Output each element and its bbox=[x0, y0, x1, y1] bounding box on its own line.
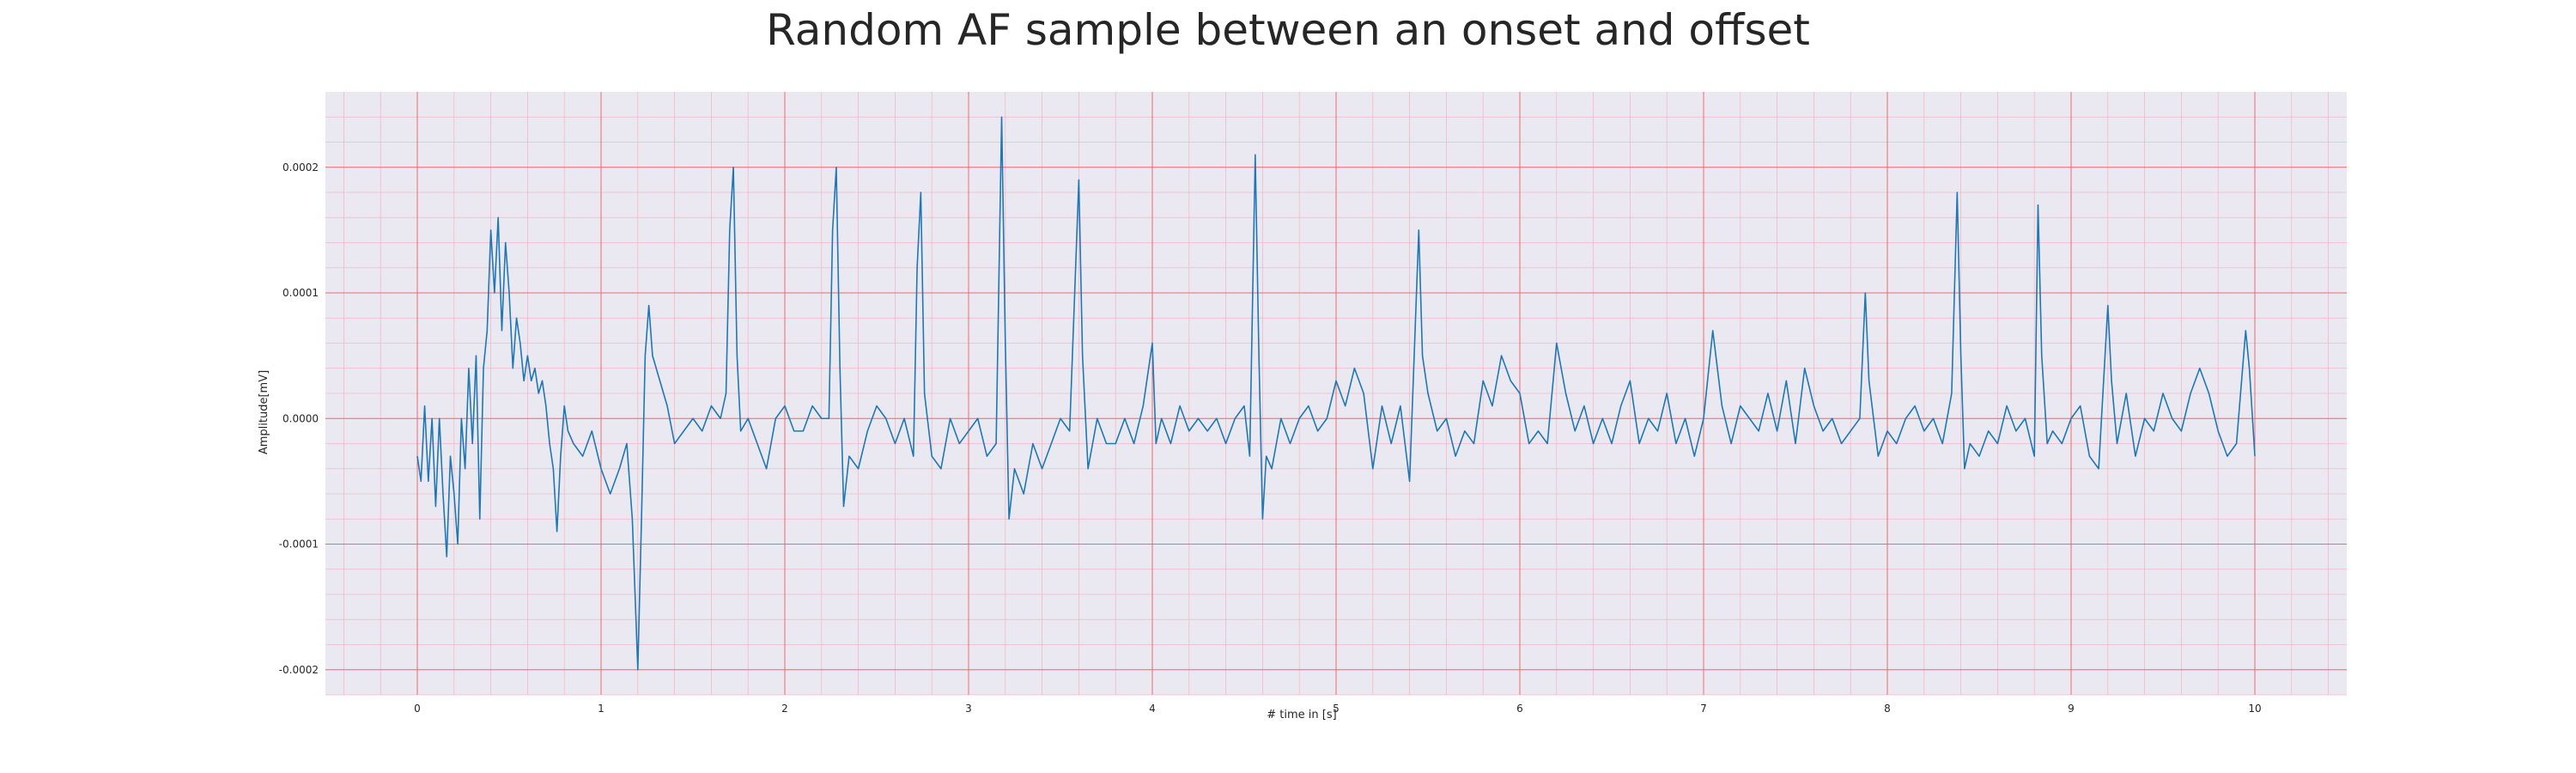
x-tick-label: 8 bbox=[1884, 703, 1891, 715]
x-tick-label: 10 bbox=[2248, 703, 2261, 715]
x-tick-label: 3 bbox=[965, 703, 972, 715]
x-tick-labels: 0 1 2 3 4 5 6 7 8 9 10 bbox=[414, 703, 2261, 715]
x-axis-label: # time in [s] bbox=[1267, 709, 1336, 721]
x-tick-label: 4 bbox=[1149, 703, 1156, 715]
chart-title: Random AF sample between an onset and of… bbox=[766, 5, 1810, 55]
x-tick-label: 1 bbox=[598, 703, 605, 715]
x-tick-label: 5 bbox=[1333, 703, 1340, 715]
x-tick-label: 7 bbox=[1700, 703, 1707, 715]
x-tick-label: 6 bbox=[1516, 703, 1523, 715]
x-tick-label: 0 bbox=[414, 703, 421, 715]
y-tick-label: -0.0002 bbox=[279, 664, 319, 676]
major-grid bbox=[325, 92, 2347, 695]
y-tick-label: -0.0001 bbox=[279, 539, 319, 551]
y-axis-label: Amplitude[mV] bbox=[258, 370, 270, 454]
y-tick-label: 0.0000 bbox=[283, 412, 319, 424]
x-tick-label: 9 bbox=[2068, 703, 2075, 715]
x-tick-label: 2 bbox=[781, 703, 788, 715]
y-tick-label: 0.0001 bbox=[283, 287, 319, 299]
y-tick-label: 0.0002 bbox=[283, 161, 319, 173]
y-tick-labels: -0.0002 -0.0001 0.0000 0.0001 0.0002 bbox=[279, 161, 319, 676]
series-line-ecg bbox=[416, 116, 2256, 671]
